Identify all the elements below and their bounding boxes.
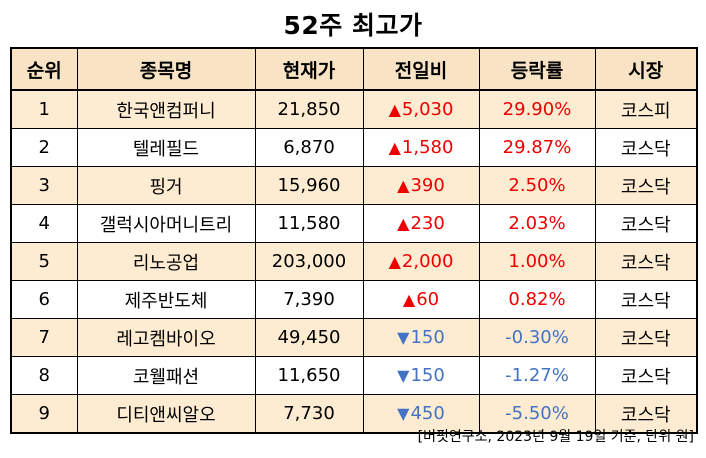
up-triangle-icon: ▲	[402, 290, 416, 309]
change-cell: ▼450	[362, 394, 480, 434]
header-rate: 등락률	[478, 47, 596, 91]
up-triangle-icon: ▲	[388, 100, 401, 119]
page-title: 52주 최고가	[283, 11, 423, 40]
stock-name-cell: 디티앤씨알오	[76, 394, 256, 434]
price-cell: 15,960	[254, 166, 364, 205]
change-cell: ▼150	[362, 356, 480, 395]
table-row: 2 텔레필드 6,870 ▲1,580 29.87% 코스닥	[10, 128, 698, 167]
rank-cell: 9	[10, 394, 78, 434]
change-value: 450	[410, 403, 445, 424]
price-cell: 49,450	[254, 318, 364, 357]
change-cell: ▲5,030	[362, 89, 480, 129]
change-cell: ▲1,580	[362, 128, 480, 167]
market-cell: 코스닥	[594, 242, 698, 281]
change-value: 5,030	[401, 99, 454, 120]
change-value: 1,580	[401, 137, 454, 158]
change-cell: ▲230	[362, 204, 480, 243]
rank-cell: 6	[10, 280, 78, 319]
header-name: 종목명	[76, 47, 256, 91]
change-value: 2,000	[401, 251, 454, 272]
rate-cell: 1.00%	[478, 242, 596, 281]
change-cell: ▼150	[362, 318, 480, 357]
down-triangle-icon: ▼	[397, 328, 410, 347]
change-cell: ▲390	[362, 166, 480, 205]
rank-cell: 7	[10, 318, 78, 357]
header-change: 전일비	[362, 47, 480, 91]
change-cell: ▲2,000	[362, 242, 480, 281]
up-triangle-icon: ▲	[397, 176, 410, 195]
header-row: 순위 종목명 현재가 전일비 등락률 시장	[10, 47, 698, 91]
market-cell: 코스닥	[594, 204, 698, 243]
price-cell: 6,870	[254, 128, 364, 167]
stock-name-cell: 코웰패션	[76, 356, 256, 395]
rate-cell: 29.87%	[478, 128, 596, 167]
rate-cell: 29.90%	[478, 89, 596, 129]
rank-cell: 1	[10, 89, 78, 129]
change-value: 390	[410, 175, 445, 196]
market-cell: 코스닥	[594, 394, 698, 434]
stock-table: 순위 종목명 현재가 전일비 등락률 시장 1 한국앤컴퍼니 21,850 ▲5,03…	[10, 47, 698, 434]
up-triangle-icon: ▲	[388, 252, 401, 271]
header-market: 시장	[594, 47, 698, 91]
rate-cell: 2.03%	[478, 204, 596, 243]
table-row: 1 한국앤컴퍼니 21,850 ▲5,030 29.90% 코스피	[10, 89, 698, 129]
stock-name-cell: 한국앤컴퍼니	[76, 89, 256, 129]
table-row: 6 제주반도체 7,390 ▲60 0.82% 코스닥	[10, 280, 698, 319]
stock-name-cell: 리노공업	[76, 242, 256, 281]
price-cell: 11,580	[254, 204, 364, 243]
change-cell: ▲60	[362, 280, 480, 319]
rate-cell: 2.50%	[478, 166, 596, 205]
rank-cell: 5	[10, 242, 78, 281]
header-rank: 순위	[10, 47, 78, 91]
market-cell: 코스닥	[594, 280, 698, 319]
table-row: 8 코웰패션 11,650 ▼150 -1.27% 코스닥	[10, 356, 698, 395]
market-cell: 코스피	[594, 89, 698, 129]
rate-cell: -0.30%	[478, 318, 596, 357]
table-row: 5 리노공업 203,000 ▲2,000 1.00% 코스닥	[10, 242, 698, 281]
change-value: 150	[410, 365, 445, 386]
price-cell: 7,730	[254, 394, 364, 434]
rank-cell: 2	[10, 128, 78, 167]
stock-name-cell: 핑거	[76, 166, 256, 205]
table-row: 3 핑거 15,960 ▲390 2.50% 코스닥	[10, 166, 698, 205]
up-triangle-icon: ▲	[388, 138, 401, 157]
rank-cell: 3	[10, 166, 78, 205]
rate-cell: 0.82%	[478, 280, 596, 319]
rank-cell: 8	[10, 356, 78, 395]
stock-name-cell: 갤럭시아머니트리	[76, 204, 256, 243]
market-cell: 코스닥	[594, 356, 698, 395]
table-row: 7 레고켐바이오 49,450 ▼150 -0.30% 코스닥	[10, 318, 698, 357]
source-note: [버핏연구소, 2023년 9월 19일 기준, 단위 원]	[417, 429, 694, 445]
rate-cell: -5.50%	[478, 394, 596, 434]
down-triangle-icon: ▼	[397, 404, 410, 423]
change-value: 150	[410, 327, 445, 348]
stock-name-cell: 텔레필드	[76, 128, 256, 167]
price-cell: 7,390	[254, 280, 364, 319]
change-value: 60	[416, 289, 440, 310]
change-value: 230	[410, 213, 445, 234]
stock-name-cell: 제주반도체	[76, 280, 256, 319]
up-triangle-icon: ▲	[397, 214, 410, 233]
market-cell: 코스닥	[594, 318, 698, 357]
table-row: 4 갤럭시아머니트리 11,580 ▲230 2.03% 코스닥	[10, 204, 698, 243]
down-triangle-icon: ▼	[397, 366, 410, 385]
market-cell: 코스닥	[594, 166, 698, 205]
price-cell: 203,000	[254, 242, 364, 281]
price-cell: 21,850	[254, 89, 364, 129]
rate-cell: -1.27%	[478, 356, 596, 395]
stock-name-cell: 레고켐바이오	[76, 318, 256, 357]
header-price: 현재가	[254, 47, 364, 91]
price-cell: 11,650	[254, 356, 364, 395]
rank-cell: 4	[10, 204, 78, 243]
market-cell: 코스닥	[594, 128, 698, 167]
table-row: 9 디티앤씨알오 7,730 ▼450 -5.50% 코스닥	[10, 394, 698, 434]
